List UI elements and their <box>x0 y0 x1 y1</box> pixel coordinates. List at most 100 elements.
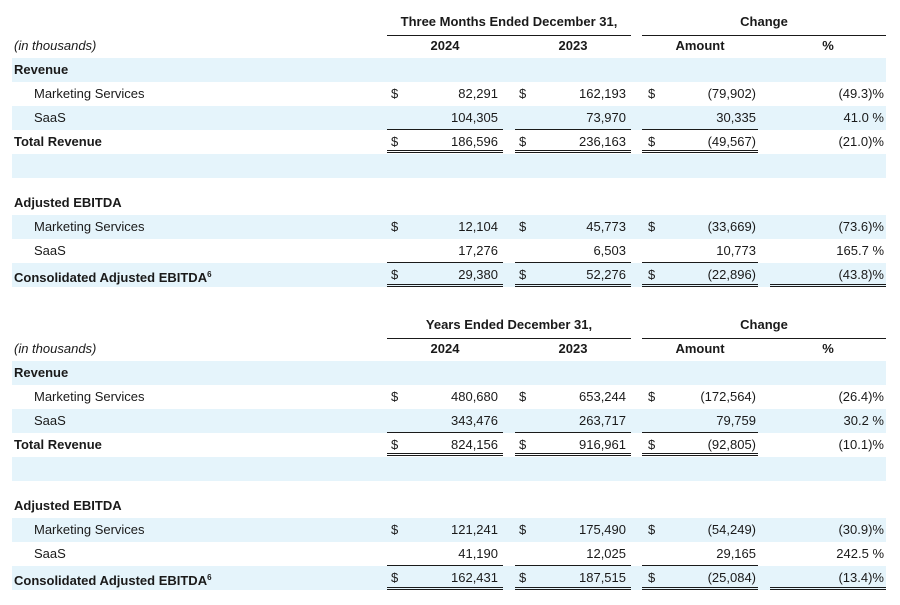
spacer-row <box>12 457 886 481</box>
change-pct: (13.4)% <box>838 570 884 585</box>
row-label: Marketing Services <box>34 522 145 537</box>
currency-symbol: $ <box>391 86 399 101</box>
change-pct: (49.3)% <box>838 86 884 101</box>
value-2024: 17,276 <box>458 243 498 258</box>
table-row: SaaS 17,276 6,503 10,773 165.7 % <box>12 239 886 263</box>
row-label: SaaS <box>34 110 66 125</box>
currency-symbol: $ <box>519 570 527 585</box>
row-label: SaaS <box>34 243 66 258</box>
col-pct-header: % <box>822 38 834 53</box>
value-2024: 41,190 <box>458 546 498 561</box>
section-label: Revenue <box>14 365 69 380</box>
change-pct: 165.7 % <box>836 243 884 258</box>
currency-symbol: $ <box>391 134 399 149</box>
currency-symbol: $ <box>648 219 656 234</box>
currency-symbol: $ <box>391 389 399 404</box>
currency-symbol: $ <box>519 389 527 404</box>
column-header-row: (in thousands) 2024 2023 Amount % <box>12 337 886 363</box>
currency-symbol: $ <box>648 570 656 585</box>
change-header: Change <box>740 14 788 29</box>
change-amount: 79,759 <box>716 413 756 428</box>
years-table: Years Ended December 31, Change (in thou… <box>12 313 886 590</box>
value-2023: 187,515 <box>579 570 626 585</box>
col-amount-header: Amount <box>675 341 725 356</box>
spacer-row <box>12 154 886 178</box>
table-row: Marketing Services $ 121,241 $ 175,490 $… <box>12 518 886 542</box>
change-pct: (26.4)% <box>838 389 884 404</box>
table-row: Marketing Services $ 12,104 $ 45,773 $ (… <box>12 215 886 239</box>
currency-symbol: $ <box>519 86 527 101</box>
period-header: Three Months Ended December 31, <box>400 14 618 29</box>
change-amount: (22,896) <box>707 267 756 282</box>
change-pct: (10.1)% <box>838 437 884 452</box>
currency-symbol: $ <box>648 134 656 149</box>
period-header-row: Years Ended December 31, Change <box>12 313 886 339</box>
currency-symbol: $ <box>519 219 527 234</box>
value-2023: 52,276 <box>586 267 626 282</box>
row-label: Marketing Services <box>34 389 145 404</box>
currency-symbol: $ <box>391 522 399 537</box>
value-2023: 6,503 <box>593 243 626 258</box>
value-2023: 12,025 <box>586 546 626 561</box>
change-pct: 30.2 % <box>843 413 884 428</box>
value-2023: 162,193 <box>579 86 626 101</box>
section-label: Adjusted EBITDA <box>14 498 122 513</box>
row-label: Marketing Services <box>34 219 145 234</box>
value-2024: 104,305 <box>451 110 498 125</box>
col-pct-header: % <box>822 341 834 356</box>
value-2023: 45,773 <box>586 219 626 234</box>
total-row: Consolidated Adjusted EBITDA6 $ 29,380 $… <box>12 263 886 287</box>
col-2023-header: 2023 <box>558 341 588 356</box>
value-2023: 263,717 <box>579 413 626 428</box>
section-row-ebitda: Adjusted EBITDA <box>12 189 886 215</box>
footnote-marker: 6 <box>207 270 212 279</box>
change-amount: (25,084) <box>707 570 756 585</box>
row-label: Marketing Services <box>34 86 145 101</box>
change-pct: 41.0 % <box>843 110 884 125</box>
table-row: Marketing Services $ 480,680 $ 653,244 $… <box>12 385 886 409</box>
change-amount: (54,249) <box>707 522 756 537</box>
col-amount-header: Amount <box>675 38 725 53</box>
value-2024: 186,596 <box>451 134 498 149</box>
col-2023-header: 2023 <box>558 38 588 53</box>
change-amount: (92,805) <box>707 437 756 452</box>
total-row: Total Revenue $ 186,596 $ 236,163 $ (49,… <box>12 130 886 154</box>
units-label: (in thousands) <box>14 341 97 356</box>
value-2023: 236,163 <box>579 134 626 149</box>
change-amount: (79,902) <box>707 86 756 101</box>
table-row: SaaS 343,476 263,717 79,759 30.2 % <box>12 409 886 433</box>
row-label: SaaS <box>34 413 66 428</box>
currency-symbol: $ <box>519 437 527 452</box>
currency-symbol: $ <box>391 219 399 234</box>
row-label: Consolidated Adjusted EBITDA6 <box>14 573 212 588</box>
value-2024: 162,431 <box>451 570 498 585</box>
value-2023: 653,244 <box>579 389 626 404</box>
value-2024: 82,291 <box>458 86 498 101</box>
change-pct: (43.8)% <box>838 267 884 282</box>
currency-symbol: $ <box>648 522 656 537</box>
section-row-revenue: Revenue <box>12 58 886 82</box>
section-row-ebitda: Adjusted EBITDA <box>12 492 886 518</box>
change-pct: (21.0)% <box>838 134 884 149</box>
units-label: (in thousands) <box>14 38 97 53</box>
column-header-row: (in thousands) 2024 2023 Amount % <box>12 34 886 60</box>
row-label: Consolidated Adjusted EBITDA6 <box>14 270 212 285</box>
value-2024: 121,241 <box>451 522 498 537</box>
col-2024-header: 2024 <box>430 341 460 356</box>
change-amount: (172,564) <box>700 389 756 404</box>
change-amount: 10,773 <box>716 243 756 258</box>
row-label: SaaS <box>34 546 66 561</box>
change-pct: (30.9)% <box>838 522 884 537</box>
change-header: Change <box>740 317 788 332</box>
row-label: Total Revenue <box>14 134 102 149</box>
currency-symbol: $ <box>519 267 527 282</box>
table-row: SaaS 104,305 73,970 30,335 41.0 % <box>12 106 886 130</box>
section-label: Revenue <box>14 62 69 77</box>
section-row-revenue: Revenue <box>12 361 886 385</box>
change-amount: 29,165 <box>716 546 756 561</box>
currency-symbol: $ <box>648 86 656 101</box>
value-2024: 480,680 <box>451 389 498 404</box>
value-2023: 916,961 <box>579 437 626 452</box>
currency-symbol: $ <box>648 267 656 282</box>
table-row: SaaS 41,190 12,025 29,165 242.5 % <box>12 542 886 566</box>
